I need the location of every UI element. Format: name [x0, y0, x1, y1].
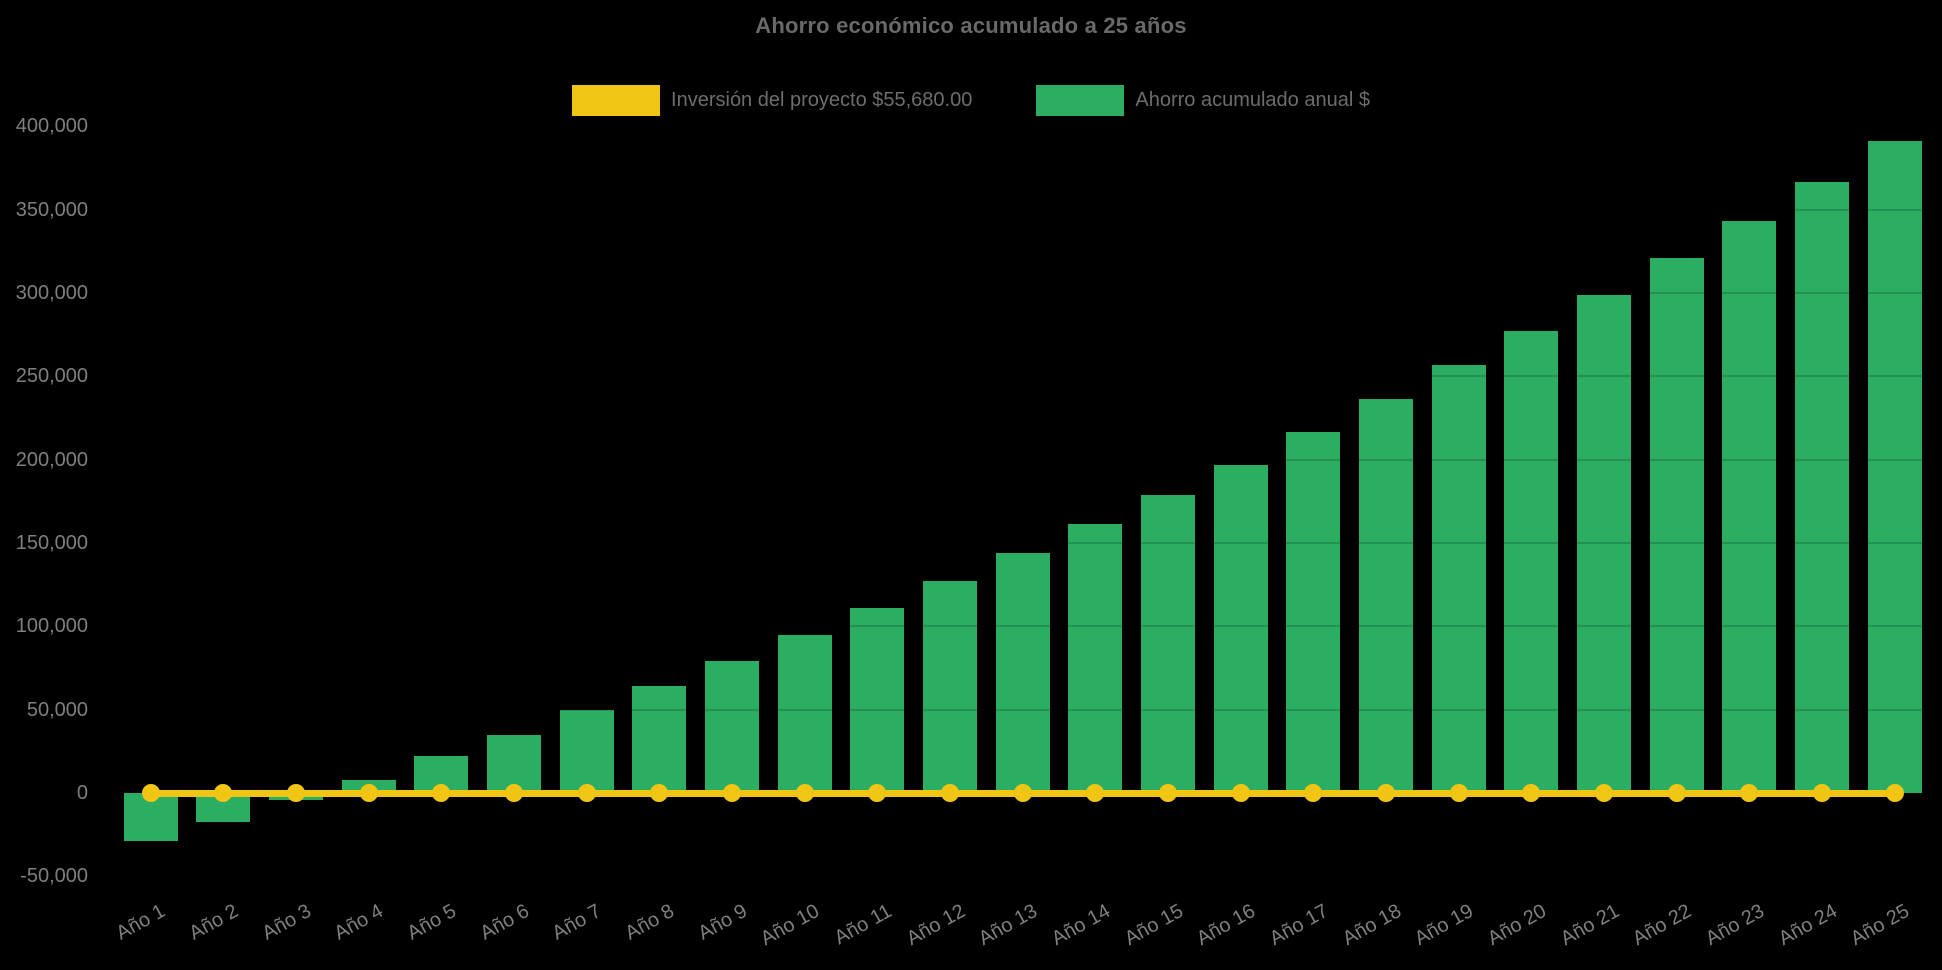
y-tick-label: 300,000	[15, 282, 88, 304]
investment-point-año-15[interactable]	[1159, 784, 1178, 802]
y-tick-label: 50,000	[26, 698, 88, 721]
x-tick-label: Año 16	[1193, 900, 1260, 950]
investment-point-año-5[interactable]	[432, 784, 451, 802]
bar-año-14[interactable]	[1068, 523, 1123, 793]
chart-title: Ahorro económico acumulado a 25 años	[755, 13, 1187, 38]
bar-año-25[interactable]	[1867, 141, 1922, 793]
investment-point-año-18[interactable]	[1377, 784, 1396, 802]
bar-año-12[interactable]	[922, 581, 977, 793]
x-tick-label: Año 21	[1556, 900, 1623, 950]
gridline	[108, 875, 1934, 878]
bar-año-9[interactable]	[704, 660, 759, 793]
legend: Inversión del proyecto $55,680.00 Ahorro…	[0, 84, 1942, 116]
investment-point-año-11[interactable]	[868, 784, 887, 802]
x-tick-label: Año 17	[1265, 900, 1333, 950]
investment-point-año-13[interactable]	[1013, 784, 1032, 802]
bar-año-15[interactable]	[1141, 494, 1196, 793]
gridline	[108, 542, 1934, 544]
legend-item-savings[interactable]: Ahorro acumulado anual $	[1036, 84, 1370, 116]
investment-point-año-4[interactable]	[359, 784, 378, 802]
x-tick-label: Año 14	[1047, 900, 1115, 950]
x-tick-label: Año 25	[1847, 900, 1914, 950]
bar-año-18[interactable]	[1359, 398, 1414, 793]
gridline	[108, 125, 1934, 128]
gridline	[108, 375, 1934, 378]
gridline	[108, 625, 1934, 628]
bar-año-22[interactable]	[1649, 258, 1704, 793]
y-tick-label: -50,000	[20, 865, 88, 888]
legend-label-investment: Inversión del proyecto $55,680.00	[671, 88, 973, 111]
investment-point-año-25[interactable]	[1885, 784, 1904, 802]
x-tick-label: Año 1	[112, 900, 170, 945]
gridline	[108, 458, 1934, 461]
bar-año-17[interactable]	[1286, 432, 1341, 793]
x-tick-label: Año 20	[1483, 900, 1551, 950]
x-tick-label: Año 18	[1338, 900, 1405, 950]
x-tick-label: Año 24	[1774, 900, 1841, 950]
x-tick-label: Año 7	[548, 900, 606, 945]
bar-año-7[interactable]	[559, 709, 614, 793]
investment-point-año-3[interactable]	[286, 784, 305, 802]
investment-point-año-23[interactable]	[1740, 784, 1759, 802]
x-tick-label: Año 2	[185, 900, 242, 945]
x-tick-label: Año 23	[1702, 900, 1769, 950]
bar-año-21[interactable]	[1577, 294, 1632, 793]
bar-año-23[interactable]	[1722, 221, 1777, 793]
x-tick-label: Año 9	[694, 900, 751, 945]
y-tick-label: 250,000	[15, 365, 88, 388]
investment-point-año-14[interactable]	[1086, 784, 1105, 802]
bar-año-10[interactable]	[777, 634, 832, 793]
investment-point-año-10[interactable]	[795, 784, 814, 802]
investment-point-año-9[interactable]	[722, 784, 741, 802]
legend-swatch-savings-icon	[1036, 84, 1125, 116]
bar-año-16[interactable]	[1213, 464, 1268, 793]
investment-point-año-6[interactable]	[504, 784, 523, 802]
y-tick-label: 0	[76, 782, 88, 804]
gridline	[108, 292, 1934, 294]
y-tick-label: 200,000	[15, 448, 88, 471]
y-tick-label: 150,000	[15, 532, 88, 554]
x-tick-label: Año 22	[1629, 900, 1696, 950]
investment-point-año-24[interactable]	[1813, 784, 1832, 802]
gridline	[108, 708, 1934, 711]
legend-item-investment[interactable]: Inversión del proyecto $55,680.00	[572, 84, 973, 116]
bar-año-19[interactable]	[1431, 364, 1486, 793]
x-tick-label: Año 5	[403, 900, 460, 945]
y-tick-label: 100,000	[15, 615, 88, 638]
bar-año-13[interactable]	[995, 553, 1050, 793]
investment-point-año-20[interactable]	[1522, 784, 1541, 802]
x-tick-label: Año 11	[831, 900, 896, 950]
investment-point-año-22[interactable]	[1667, 784, 1686, 802]
investment-point-año-19[interactable]	[1449, 784, 1468, 802]
x-tick-label: Año 8	[621, 900, 678, 945]
x-tick-label: Año 10	[757, 900, 824, 950]
x-tick-label: Año 4	[330, 900, 388, 945]
x-tick-label: Año 12	[902, 900, 969, 950]
x-tick-label: Año 19	[1411, 900, 1478, 950]
investment-point-año-1[interactable]	[141, 784, 160, 802]
investment-point-año-17[interactable]	[1304, 784, 1323, 802]
y-tick-label: 350,000	[15, 198, 88, 221]
x-tick-label: Año 15	[1120, 900, 1187, 950]
x-tick-label: Año 6	[476, 900, 533, 945]
investment-point-año-12[interactable]	[940, 784, 959, 802]
investment-point-año-16[interactable]	[1231, 784, 1250, 802]
bar-año-6[interactable]	[486, 734, 541, 793]
investment-point-año-7[interactable]	[577, 784, 596, 802]
bar-año-20[interactable]	[1504, 331, 1559, 793]
y-tick-label: 400,000	[15, 115, 88, 138]
investment-point-año-21[interactable]	[1595, 784, 1614, 802]
x-tick-label: Año 13	[975, 900, 1042, 950]
legend-swatch-investment-icon	[572, 84, 661, 116]
legend-label-savings: Ahorro acumulado anual $	[1135, 88, 1370, 111]
investment-point-año-2[interactable]	[214, 784, 233, 802]
gridline	[108, 208, 1934, 211]
bar-año-24[interactable]	[1795, 182, 1850, 793]
bar-año-8[interactable]	[632, 686, 687, 793]
investment-point-año-8[interactable]	[650, 784, 669, 802]
x-tick-label: Año 3	[258, 900, 315, 945]
bar-año-11[interactable]	[850, 608, 905, 793]
